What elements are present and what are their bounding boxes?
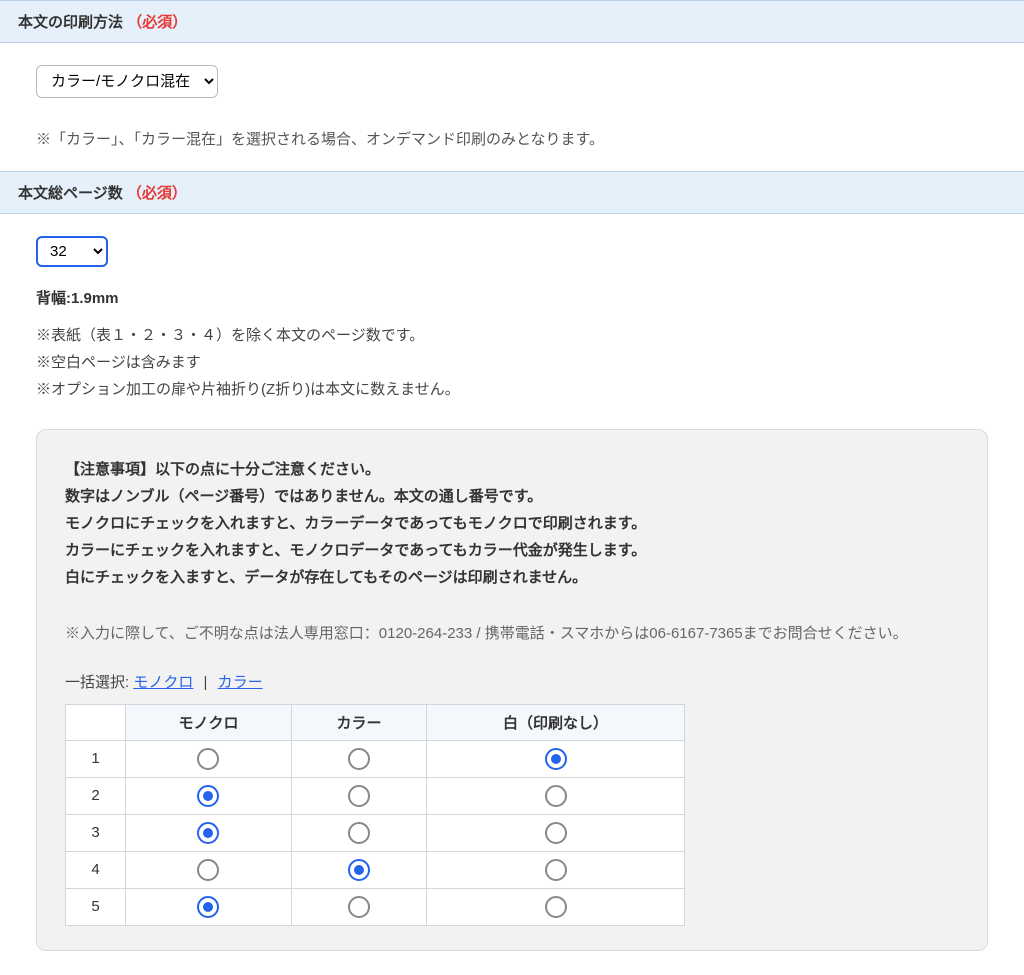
table-header-white: 白（印刷なし） [427, 704, 685, 740]
bulk-label: 一括選択: [65, 674, 129, 691]
required-badge: （必須） [127, 185, 187, 202]
radio-cell-mono [126, 740, 292, 777]
radio-white[interactable] [545, 748, 567, 770]
radio-color[interactable] [348, 785, 370, 807]
sub-note: ※空白ページは含みます [36, 349, 988, 376]
table-header-row: モノクロ カラー 白（印刷なし） [66, 704, 685, 740]
bulk-select-row: 一括選択: モノクロ | カラー [65, 671, 959, 692]
notice-line: 【注意事項】以下の点に十分ご注意ください。 [65, 456, 959, 483]
page-count-select[interactable]: 32 [36, 236, 108, 267]
section-page-count-body: 32 背幅:1.9mm ※表紙（表１・２・３・４）を除く本文のページ数です。 ※… [0, 214, 1024, 961]
row-number: 1 [66, 740, 126, 777]
table-row: 2 [66, 777, 685, 814]
section-page-count-header: 本文総ページ数 （必須） [0, 171, 1024, 214]
radio-cell-white [427, 851, 685, 888]
section-print-method-body: カラー/モノクロ混在 ※「カラー」、「カラー混在」を選択される場合、オンデマンド… [0, 43, 1024, 171]
radio-cell-color [291, 851, 426, 888]
print-method-note: ※「カラー」、「カラー混在」を選択される場合、オンデマンド印刷のみとなります。 [36, 128, 988, 149]
print-method-select[interactable]: カラー/モノクロ混在 [36, 65, 218, 98]
radio-color[interactable] [348, 822, 370, 844]
radio-mono[interactable] [197, 896, 219, 918]
radio-mono[interactable] [197, 859, 219, 881]
radio-mono[interactable] [197, 785, 219, 807]
table-header-mono: モノクロ [126, 704, 292, 740]
radio-color[interactable] [348, 748, 370, 770]
radio-cell-color [291, 814, 426, 851]
radio-cell-mono [126, 777, 292, 814]
radio-cell-color [291, 777, 426, 814]
row-number: 4 [66, 851, 126, 888]
row-number: 2 [66, 777, 126, 814]
bulk-separator: | [204, 674, 208, 691]
sub-note: ※オプション加工の扉や片袖折り(Z折り)は本文に数えません。 [36, 376, 988, 403]
table-row: 3 [66, 814, 685, 851]
spine-width-label: 背幅:1.9mm [36, 287, 988, 308]
table-row: 4 [66, 851, 685, 888]
radio-white[interactable] [545, 822, 567, 844]
radio-cell-white [427, 740, 685, 777]
row-number: 5 [66, 888, 126, 925]
radio-cell-color [291, 740, 426, 777]
radio-cell-mono [126, 814, 292, 851]
sub-note: ※表紙（表１・２・３・４）を除く本文のページ数です。 [36, 322, 988, 349]
radio-mono[interactable] [197, 748, 219, 770]
radio-cell-white [427, 777, 685, 814]
bulk-mono-link[interactable]: モノクロ [133, 674, 193, 691]
table-header-empty [66, 704, 126, 740]
section-page-count-title: 本文総ページ数 [18, 185, 123, 202]
notice-line: カラーにチェックを入れますと、モノクロデータであってもカラー代金が発生します。 [65, 537, 959, 564]
radio-color[interactable] [348, 896, 370, 918]
row-number: 3 [66, 814, 126, 851]
radio-cell-white [427, 888, 685, 925]
radio-white[interactable] [545, 859, 567, 881]
radio-white[interactable] [545, 785, 567, 807]
bulk-color-link[interactable]: カラー [218, 674, 263, 691]
table-row: 1 [66, 740, 685, 777]
radio-cell-color [291, 888, 426, 925]
notice-line: モノクロにチェックを入れますと、カラーデータであってもモノクロで印刷されます。 [65, 510, 959, 537]
radio-mono[interactable] [197, 822, 219, 844]
notice-line: 白にチェックを入ますと、データが存在してもそのページは印刷されません。 [65, 564, 959, 591]
table-header-color: カラー [291, 704, 426, 740]
notice-sub: ※入力に際して、ご不明な点は法人専用窓口：0120-264-233 / 携帯電話… [65, 621, 959, 647]
notice-box: 【注意事項】以下の点に十分ご注意ください。 数字はノンブル（ページ番号）ではあり… [36, 429, 988, 951]
page-count-sub-notes: ※表紙（表１・２・３・４）を除く本文のページ数です。 ※空白ページは含みます ※… [36, 322, 988, 403]
radio-white[interactable] [545, 896, 567, 918]
radio-cell-mono [126, 888, 292, 925]
radio-cell-mono [126, 851, 292, 888]
radio-color[interactable] [348, 859, 370, 881]
notice-line: 数字はノンブル（ページ番号）ではありません。本文の通し番号です。 [65, 483, 959, 510]
notice-lines: 【注意事項】以下の点に十分ご注意ください。 数字はノンブル（ページ番号）ではあり… [65, 456, 959, 591]
required-badge: （必須） [127, 14, 187, 31]
page-color-table: モノクロ カラー 白（印刷なし） 12345 [65, 704, 685, 926]
section-print-method-header: 本文の印刷方法 （必須） [0, 0, 1024, 43]
radio-cell-white [427, 814, 685, 851]
section-print-method-title: 本文の印刷方法 [18, 14, 123, 31]
table-row: 5 [66, 888, 685, 925]
